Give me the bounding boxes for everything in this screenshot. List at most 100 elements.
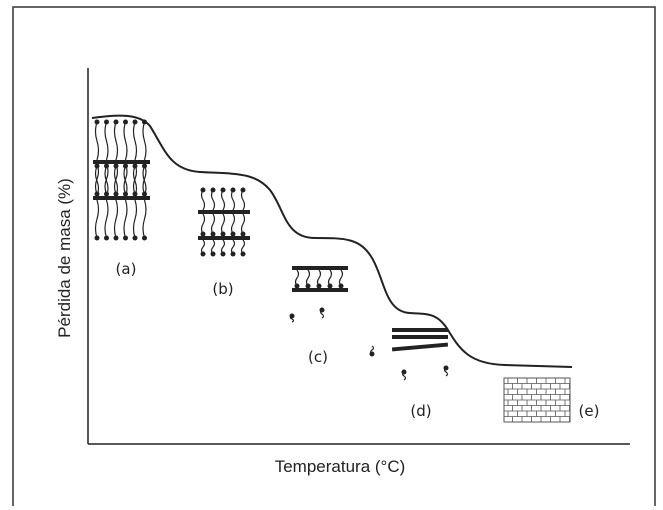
stage-label: (b): [212, 280, 233, 298]
head: [142, 163, 147, 169]
stage-label: (e): [579, 402, 600, 420]
chain: [305, 269, 311, 287]
chain: [230, 213, 236, 235]
mass-loss-curve: [91, 114, 573, 368]
chain: [240, 189, 246, 211]
chain: [230, 189, 236, 211]
chain: [132, 199, 138, 239]
head: [132, 163, 138, 169]
head: [338, 283, 344, 289]
head: [94, 235, 100, 241]
chain: [210, 189, 216, 211]
chain: [113, 121, 119, 161]
head: [94, 163, 100, 169]
chain: [142, 121, 147, 161]
head: [132, 119, 138, 125]
head: [210, 187, 216, 193]
head: [305, 283, 311, 289]
head: [200, 231, 206, 237]
chain: [104, 165, 109, 197]
chain: [210, 213, 216, 235]
head: [327, 283, 333, 289]
stage-label: (c): [308, 348, 328, 366]
head: [142, 235, 147, 241]
chain: [132, 163, 138, 195]
head: [142, 119, 147, 125]
chain: [104, 163, 109, 195]
chain: [123, 163, 128, 195]
chain: [220, 213, 226, 235]
head: [132, 235, 138, 241]
head: [294, 283, 300, 289]
head: [200, 187, 206, 193]
chain: [240, 213, 246, 235]
chain: [113, 165, 119, 197]
chain: [132, 165, 138, 197]
head: [123, 119, 128, 125]
chain: [142, 163, 147, 195]
chain: [94, 121, 100, 161]
head: [210, 251, 216, 257]
chain: [327, 269, 333, 287]
layer: [292, 288, 348, 292]
chain: [294, 269, 300, 287]
head: [104, 163, 109, 169]
chain: [113, 199, 119, 239]
head: [104, 235, 109, 241]
layer: [392, 335, 448, 339]
chain: [132, 121, 138, 161]
head: [220, 231, 226, 237]
chain: [113, 163, 119, 195]
head: [369, 351, 375, 357]
head: [240, 251, 246, 257]
layer: [391, 342, 449, 352]
chain: [104, 121, 109, 161]
head: [230, 231, 236, 237]
chain: [220, 189, 226, 211]
head: [113, 163, 119, 169]
head: [200, 251, 206, 257]
head: [319, 307, 325, 313]
head: [94, 119, 100, 125]
chain: [123, 199, 128, 239]
head: [220, 251, 226, 257]
head: [240, 231, 246, 237]
illustrations: [93, 119, 571, 423]
chain: [123, 165, 128, 197]
head: [230, 251, 236, 257]
chain: [94, 165, 100, 197]
x-axis-title: Temperatura (°C): [275, 457, 406, 476]
head: [220, 187, 226, 193]
head: [401, 369, 407, 375]
chain: [94, 199, 100, 239]
head: [230, 187, 236, 193]
stage-label: (d): [410, 402, 431, 420]
head: [123, 235, 128, 241]
layer: [292, 266, 348, 270]
layer: [198, 210, 250, 214]
layer: [93, 160, 150, 164]
chain: [94, 163, 100, 195]
head: [123, 163, 128, 169]
chain: [338, 269, 344, 287]
head: [113, 119, 119, 125]
chain: [123, 121, 128, 161]
chain: [142, 199, 147, 239]
chain: [104, 199, 109, 239]
chain: [200, 213, 206, 235]
frame: [12, 6, 656, 510]
stage-label: (a): [116, 260, 137, 278]
layer: [93, 196, 150, 200]
head: [316, 283, 322, 289]
head: [104, 119, 109, 125]
head: [113, 235, 119, 241]
layer: [392, 328, 448, 332]
y-axis-title: Pérdida de masa (%): [55, 178, 74, 338]
chain: [142, 165, 147, 197]
chain: [200, 189, 206, 211]
head: [210, 231, 216, 237]
head: [443, 365, 449, 371]
head: [289, 313, 295, 319]
